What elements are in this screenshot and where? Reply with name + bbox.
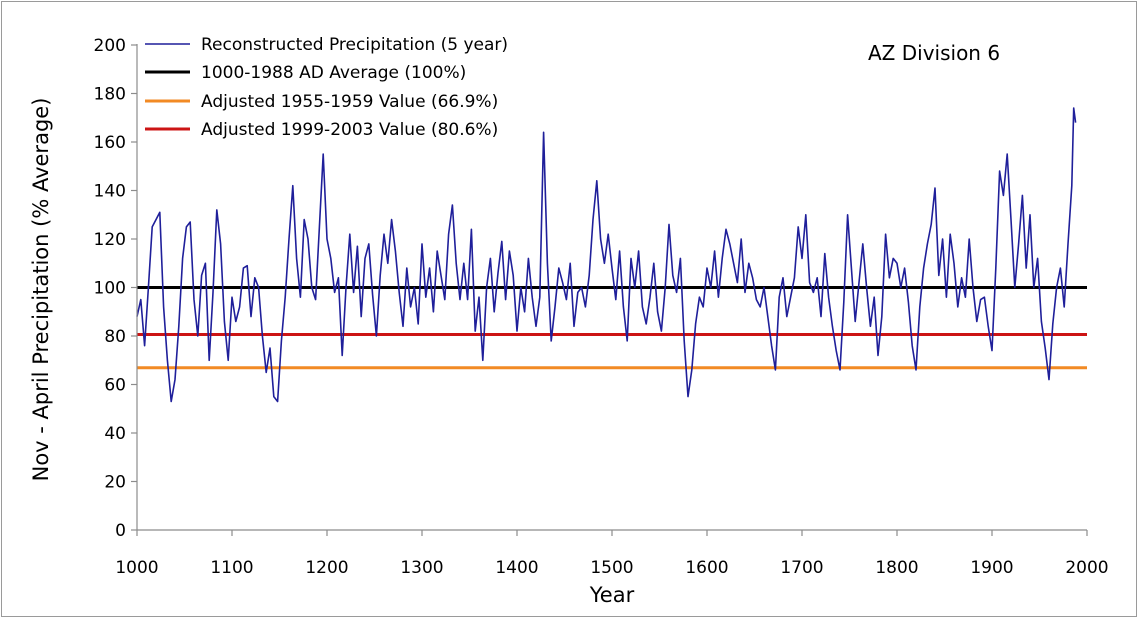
y-tick-label: 100	[94, 279, 126, 299]
x-tick-label: 1800	[875, 558, 918, 578]
y-tick-label: 40	[104, 424, 126, 444]
y-tick-label: 20	[104, 473, 126, 493]
y-tick-label: 160	[94, 133, 126, 153]
plot-area	[136, 107, 1087, 403]
x-tick-label: 1400	[495, 558, 538, 578]
y-tick-label: 200	[94, 36, 126, 56]
y-tick-label: 120	[94, 230, 126, 250]
legend-label-1: 1000-1988 AD Average (100%)	[201, 63, 466, 83]
x-tick-label: 1200	[305, 558, 348, 578]
y-tick-label: 60	[104, 376, 126, 396]
y-tick-label: 80	[104, 327, 126, 347]
x-tick-label: 1700	[780, 558, 823, 578]
x-tick-label: 1000	[115, 558, 158, 578]
chart-annotation: AZ Division 6	[868, 41, 1000, 65]
legend-label-0: Reconstructed Precipitation (5 year)	[201, 35, 508, 55]
x-axis-title: Year	[589, 583, 635, 607]
legend: Reconstructed Precipitation (5 year) 1000…	[145, 35, 508, 140]
legend-label-3: Adjusted 1999-2003 Value (80.6%)	[201, 120, 498, 140]
x-tick-label: 1500	[590, 558, 633, 578]
y-tick-label: 0	[115, 521, 126, 541]
y-tick-label: 180	[94, 85, 126, 105]
precipitation-series-line	[136, 107, 1077, 403]
axes: 0 20 40 60 80 100 120 140 160 180 200 1000 1100 1200 1…	[94, 36, 1109, 578]
x-tick-label: 1300	[400, 558, 443, 578]
legend-label-2: Adjusted 1955-1959 Value (66.9%)	[201, 92, 498, 112]
y-axis-title: Nov - April Precipitation (% Average)	[29, 98, 53, 482]
x-tick-label: 1100	[210, 558, 253, 578]
x-tick-label: 1900	[970, 558, 1013, 578]
x-tick-label: 1600	[685, 558, 728, 578]
x-tick-label: 2000	[1065, 558, 1108, 578]
y-tick-label: 140	[94, 182, 126, 202]
